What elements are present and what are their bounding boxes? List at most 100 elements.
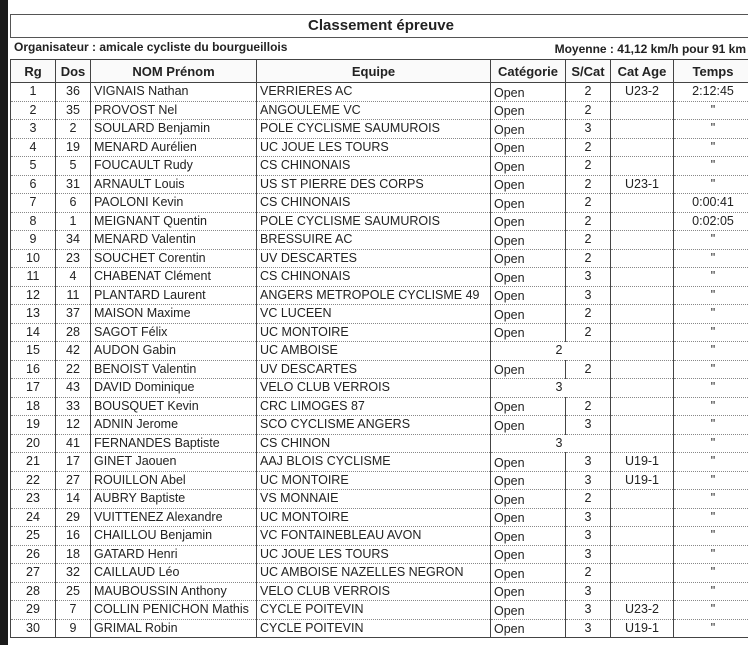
table-row: 12 11 PLANTARD Laurent ANGERS METROPOLE CYC…	[10, 286, 748, 305]
cell-scat: 3	[565, 508, 611, 527]
cell-scat: 2	[565, 156, 611, 176]
cell-rg: 9	[10, 230, 56, 250]
cell-categorie: Open	[490, 249, 566, 268]
organizer-label: Organisateur : amicale cycliste du bourg…	[14, 40, 288, 54]
cell-categorie: Open	[490, 526, 566, 546]
cell-rg: 2	[10, 101, 56, 120]
cell-rg: 6	[10, 175, 56, 194]
cell-temps: "	[673, 600, 748, 620]
cell-catage	[610, 508, 674, 527]
cell-temps: "	[673, 545, 748, 564]
cell-rg: 16	[10, 360, 56, 379]
cell-nom: PLANTARD Laurent	[90, 286, 257, 305]
cell-categorie: Open	[490, 600, 566, 620]
cell-catage	[610, 212, 674, 231]
cell-nom: DAVID Dominique	[90, 378, 257, 398]
cell-categorie: Open	[490, 119, 566, 139]
table-row: 21 17 GINET Jaouen AAJ BLOIS CYCLISME Open 3 U…	[10, 452, 748, 472]
table-row: 11 4 CHABENAT Clément CS CHINONAIS Open 3 "	[10, 267, 748, 287]
results-table: Rg Dos NOM Prénom Equipe Catégorie S/Cat Cat A…	[10, 59, 748, 638]
cell-categorie: 2	[490, 341, 566, 361]
cell-temps: "	[673, 619, 748, 638]
cell-catage	[610, 415, 674, 435]
cell-rg: 22	[10, 471, 56, 490]
scan-edge	[0, 0, 8, 645]
cell-equipe: POLE CYCLISME SAUMUROIS	[256, 119, 491, 139]
cell-scat: 3	[565, 415, 611, 435]
table-row: 13 37 MAISON Maxime VC LUCEEN Open 2 "	[10, 304, 748, 324]
cell-categorie: Open	[490, 415, 566, 435]
cell-categorie: Open	[490, 267, 566, 287]
cell-equipe: CYCLE POITEVIN	[256, 600, 491, 620]
cell-temps: 2:12:45	[673, 82, 748, 102]
cell-temps: "	[673, 341, 748, 361]
cell-dos: 33	[55, 397, 91, 416]
cell-dos: 23	[55, 249, 91, 268]
cell-temps: "	[673, 267, 748, 287]
cell-rg: 23	[10, 489, 56, 509]
table-row: 17 43 DAVID Dominique VELO CLUB VERROIS 3 "	[10, 378, 748, 398]
cell-equipe: AAJ BLOIS CYCLISME	[256, 452, 491, 472]
cell-dos: 25	[55, 582, 91, 601]
cell-nom: COLLIN PENICHON Mathis	[90, 600, 257, 620]
cell-equipe: ANGOULEME VC	[256, 101, 491, 120]
cell-equipe: POLE CYCLISME SAUMUROIS	[256, 212, 491, 231]
cell-dos: 12	[55, 415, 91, 435]
table-row: 3 2 SOULARD Benjamin POLE CYCLISME SAUMUROI…	[10, 119, 748, 139]
cell-scat: 2	[565, 360, 611, 379]
cell-nom: ADNIN Jerome	[90, 415, 257, 435]
cell-equipe: CS CHINONAIS	[256, 156, 491, 176]
cell-nom: SAGOT Félix	[90, 323, 257, 342]
table-row: 2 35 PROVOST Nel ANGOULEME VC Open 2 "	[10, 101, 748, 120]
cell-nom: VUITTENEZ Alexandre	[90, 508, 257, 527]
cell-scat: 2	[565, 175, 611, 194]
cell-equipe: BRESSUIRE AC	[256, 230, 491, 250]
header-col-temps: Temps	[673, 59, 748, 83]
table-row: 30 9 GRIMAL Robin CYCLE POITEVIN Open 3 U19-1 "	[10, 619, 748, 638]
cell-equipe: CS CHINON	[256, 434, 491, 453]
cell-scat: 2	[565, 323, 611, 342]
cell-equipe: VC FONTAINEBLEAU AVON	[256, 526, 491, 546]
cell-dos: 36	[55, 82, 91, 102]
cell-nom: ARNAULT Louis	[90, 175, 257, 194]
cell-dos: 42	[55, 341, 91, 361]
cell-temps: "	[673, 452, 748, 472]
cell-catage	[610, 323, 674, 342]
cell-dos: 22	[55, 360, 91, 379]
cell-scat: 2	[565, 230, 611, 250]
cell-catage	[610, 193, 674, 213]
cell-temps: "	[673, 526, 748, 546]
cell-rg: 11	[10, 267, 56, 287]
header-col-nom: NOM Prénom	[90, 59, 257, 83]
cell-categorie: 3	[490, 434, 566, 453]
cell-categorie: Open	[490, 619, 566, 638]
table-row: 14 28 SAGOT Félix UC MONTOIRE Open 2 "	[10, 323, 748, 342]
cell-equipe: CS CHINONAIS	[256, 193, 491, 213]
cell-rg: 8	[10, 212, 56, 231]
cell-temps: 0:02:05	[673, 212, 748, 231]
header-col-rg: Rg	[10, 59, 56, 83]
cell-temps: "	[673, 397, 748, 416]
cell-nom: MENARD Valentin	[90, 230, 257, 250]
cell-temps: "	[673, 508, 748, 527]
cell-scat	[565, 341, 611, 361]
cell-equipe: CS CHINONAIS	[256, 267, 491, 287]
cell-nom: MENARD Aurélien	[90, 138, 257, 157]
table-row: 24 29 VUITTENEZ Alexandre UC MONTOIRE Open 3 "	[10, 508, 748, 527]
cell-catage	[610, 582, 674, 601]
cell-rg: 29	[10, 600, 56, 620]
cell-scat: 3	[565, 267, 611, 287]
cell-scat: 2	[565, 138, 611, 157]
cell-temps: "	[673, 489, 748, 509]
cell-rg: 17	[10, 378, 56, 398]
cell-equipe: VS MONNAIE	[256, 489, 491, 509]
cell-nom: AUDON Gabin	[90, 341, 257, 361]
cell-dos: 43	[55, 378, 91, 398]
cell-temps: "	[673, 101, 748, 120]
table-row: 19 12 ADNIN Jerome SCO CYCLISME ANGERS Open 3…	[10, 415, 748, 435]
cell-nom: ROUILLON Abel	[90, 471, 257, 490]
cell-rg: 30	[10, 619, 56, 638]
cell-rg: 28	[10, 582, 56, 601]
cell-scat: 2	[565, 397, 611, 416]
cell-equipe: UC MONTOIRE	[256, 323, 491, 342]
